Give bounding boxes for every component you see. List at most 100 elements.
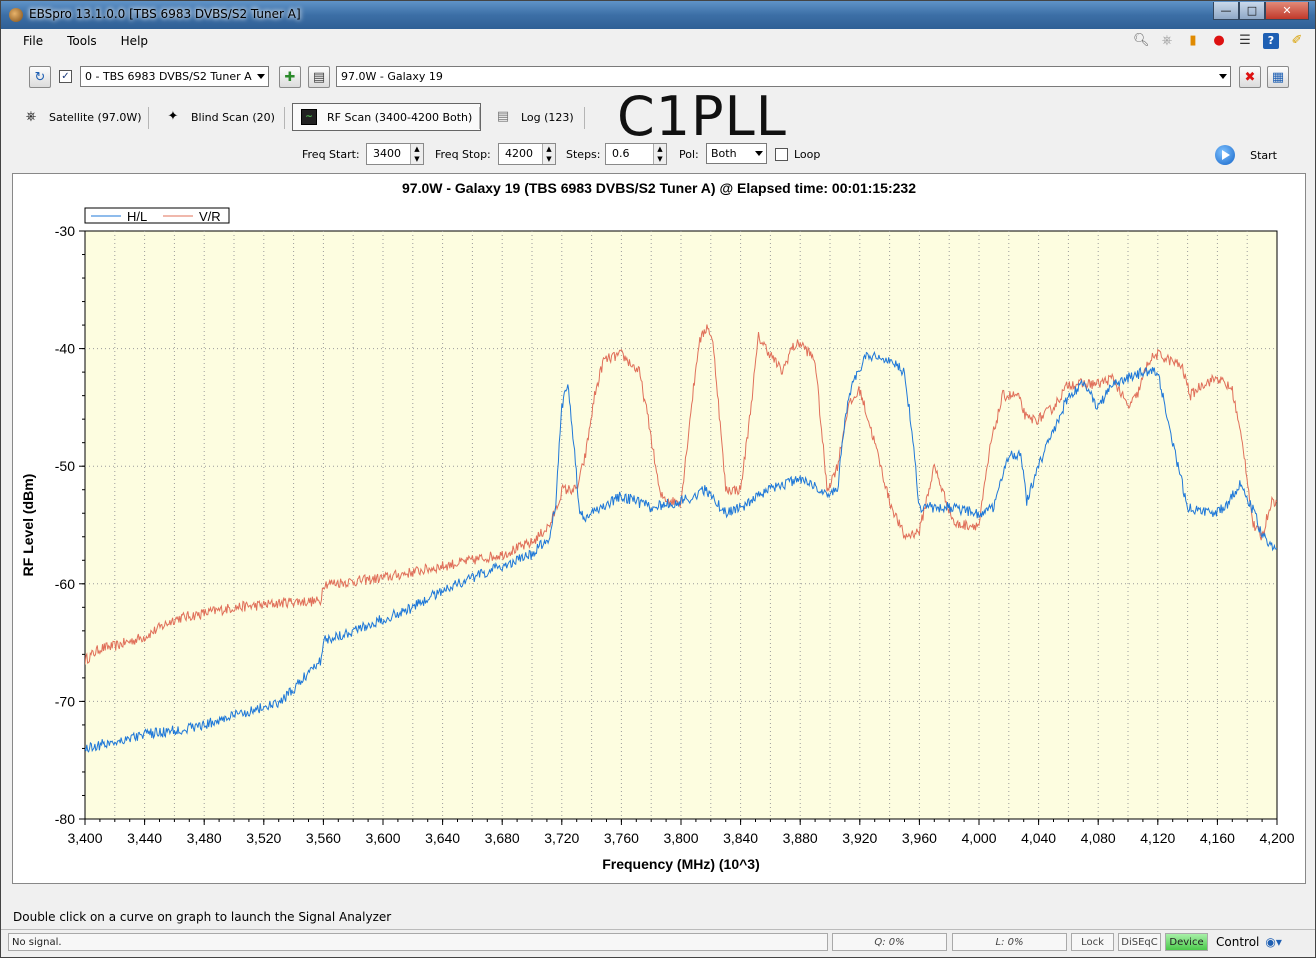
chart-svg[interactable]: 3,400 3,440 3,480 3,520 3,560 3,600 3,640 3,680… [13,174,1305,883]
top-right-toolbar: 🔍︎ ⎈ ▮ ● ☰ ? ✐ [1133,33,1305,49]
menu-file[interactable]: File [23,34,44,48]
tab-satellite[interactable]: ⎈ Satellite (97.0W) [23,103,142,131]
watermark-text: C1PLL [617,85,787,148]
view-tabs: ⎈ Satellite (97.0W) ✦ Blind Scan (20) ~ … [1,103,1315,133]
satellite-icon: ✦ [167,109,179,124]
x-tick-label: 4,000 [961,830,996,846]
pol-select[interactable]: Both [706,143,767,164]
magnifier-icon[interactable]: 🔍︎ [1133,33,1150,48]
control-menu[interactable]: Control ◉▾ [1212,933,1296,951]
menu-bar: File Tools Help [9,31,158,53]
signal-status: No signal. [8,933,828,951]
quality-status: Q: 0% [832,933,947,951]
chart-title: 97.0W - Galaxy 19 (TBS 6983 DVBS/S2 Tune… [402,180,916,196]
document-icon: ▤ [496,109,510,124]
control-label: Control [1216,935,1260,949]
x-tick-label: 4,040 [1021,830,1056,846]
tab-blind-scan[interactable]: ✦ Blind Scan (20) [165,103,275,131]
window-title: EBSpro 13.1.0.0 [TBS 6983 DVBS/S2 Tuner … [29,7,301,21]
chevron-down-icon [1219,74,1227,79]
x-tick-label: 3,520 [246,830,281,846]
tab-log-label: Log (123) [521,110,574,124]
tab-rf-scan[interactable]: ~ RF Scan (3400-4200 Both) [292,103,482,131]
steps-value: 0.6 [612,147,630,160]
x-tick-label: 3,720 [544,830,579,846]
device-toolbar: ↻ ✓ 0 - TBS 6983 DVBS/S2 Tuner A ✚ ▤ 97.… [1,63,1315,93]
satellite-select[interactable]: 97.0W - Galaxy 19 [336,66,1231,87]
menu-tools[interactable]: Tools [67,34,97,48]
x-tick-label: 3,400 [67,830,102,846]
rf-scan-chart[interactable]: 97.0W - Galaxy 19 (TBS 6983 DVBS/S2 Tune… [12,173,1306,884]
series-line-hl [85,350,1277,753]
info-icon[interactable]: ? [1263,33,1279,49]
monitor-icon: ~ [301,109,317,125]
steps-input[interactable]: 0.6 ▲ ▼ [605,143,667,165]
legend-box [84,207,230,224]
y-tick-label: -30 [55,223,75,239]
freq-start-input[interactable]: 3400 ▲ ▼ [366,143,424,165]
x-tick-label: 4,160 [1200,830,1235,846]
save-icon[interactable]: ▦ [1267,66,1289,88]
x-tick-label: 4,080 [1081,830,1116,846]
pol-select-value: Both [711,147,737,160]
close-button[interactable]: ✕ [1265,2,1309,20]
x-tick-label: 4,120 [1140,830,1175,846]
chevron-down-icon [755,151,763,156]
x-tick-label: 3,840 [723,830,758,846]
spinner-arrows-icon[interactable]: ▲ ▼ [653,144,666,164]
tuner-select-value: 0 - TBS 6983 DVBS/S2 Tuner A [85,70,252,83]
y-tick-label: -50 [55,458,75,474]
x-tick-label: 4,200 [1259,830,1294,846]
x-tick-label: 3,640 [425,830,460,846]
tab-log[interactable]: ▤ Log (123) [495,103,574,131]
add-satellite-icon[interactable]: ✚ [279,66,301,88]
x-tick-label: 3,600 [365,830,400,846]
freq-start-label: Freq Start: [302,148,360,161]
edit-satellite-icon[interactable]: ▤ [308,66,330,88]
menu-help[interactable]: Help [120,34,149,48]
control-dropdown-icon: ◉▾ [1265,935,1282,949]
x-tick-label: 3,680 [485,830,520,846]
scan-parameters: Freq Start: 3400 ▲ ▼ Freq Stop: 4200 ▲ ▼ S… [1,143,1315,167]
y-axis-label: RF Level (dBm) [20,474,36,577]
satellite-dish-icon[interactable]: ⎈ [1161,33,1173,48]
maximize-button[interactable]: □ [1239,2,1265,20]
legend: H/L V/R [84,207,230,224]
freq-stop-input[interactable]: 4200 ▲ ▼ [498,143,556,165]
legend-label: H/L [127,209,147,224]
loop-checkbox[interactable] [775,148,788,161]
legend-label: V/R [199,209,221,224]
level-status: L: 0% [952,933,1067,951]
x-tick-label: 3,560 [306,830,341,846]
minimize-button[interactable]: — [1213,2,1239,20]
start-button[interactable]: Start [1250,149,1277,162]
x-tick-label: 3,960 [902,830,937,846]
start-play-icon[interactable] [1215,145,1235,165]
x-tick-label: 3,480 [187,830,222,846]
tab-blind-scan-label: Blind Scan (20) [191,110,275,124]
series-line-vr [85,324,1277,665]
list-icon[interactable]: ☰ [1239,33,1251,48]
tuner-select[interactable]: 0 - TBS 6983 DVBS/S2 Tuner A [80,66,269,87]
satellite-select-value: 97.0W - Galaxy 19 [341,70,443,83]
device-indicator: Device [1165,933,1208,951]
record-icon[interactable]: ● [1213,33,1225,48]
loop-label: Loop [794,148,821,161]
freq-stop-value: 4200 [505,147,533,160]
spinner-arrows-icon[interactable]: ▲ ▼ [410,144,423,164]
bar-chart-icon[interactable]: ▮ [1189,33,1197,48]
satellite-dish-icon: ⎈ [25,109,37,124]
tab-divider [479,107,480,129]
delete-icon[interactable]: ✖ [1239,66,1261,88]
chevron-down-icon [257,74,265,79]
spinner-arrows-icon[interactable]: ▲ ▼ [542,144,555,164]
hint-text: Double click on a curve on graph to laun… [13,910,392,924]
y-tick-label: -60 [55,576,75,592]
tab-satellite-label: Satellite (97.0W) [49,110,142,124]
refresh-icon[interactable]: ↻ [29,66,51,88]
wrench-icon[interactable]: ✐ [1291,33,1303,48]
tab-divider [284,107,285,129]
plot-area [84,230,1278,820]
tuner-enable-checkbox[interactable]: ✓ [59,70,72,83]
